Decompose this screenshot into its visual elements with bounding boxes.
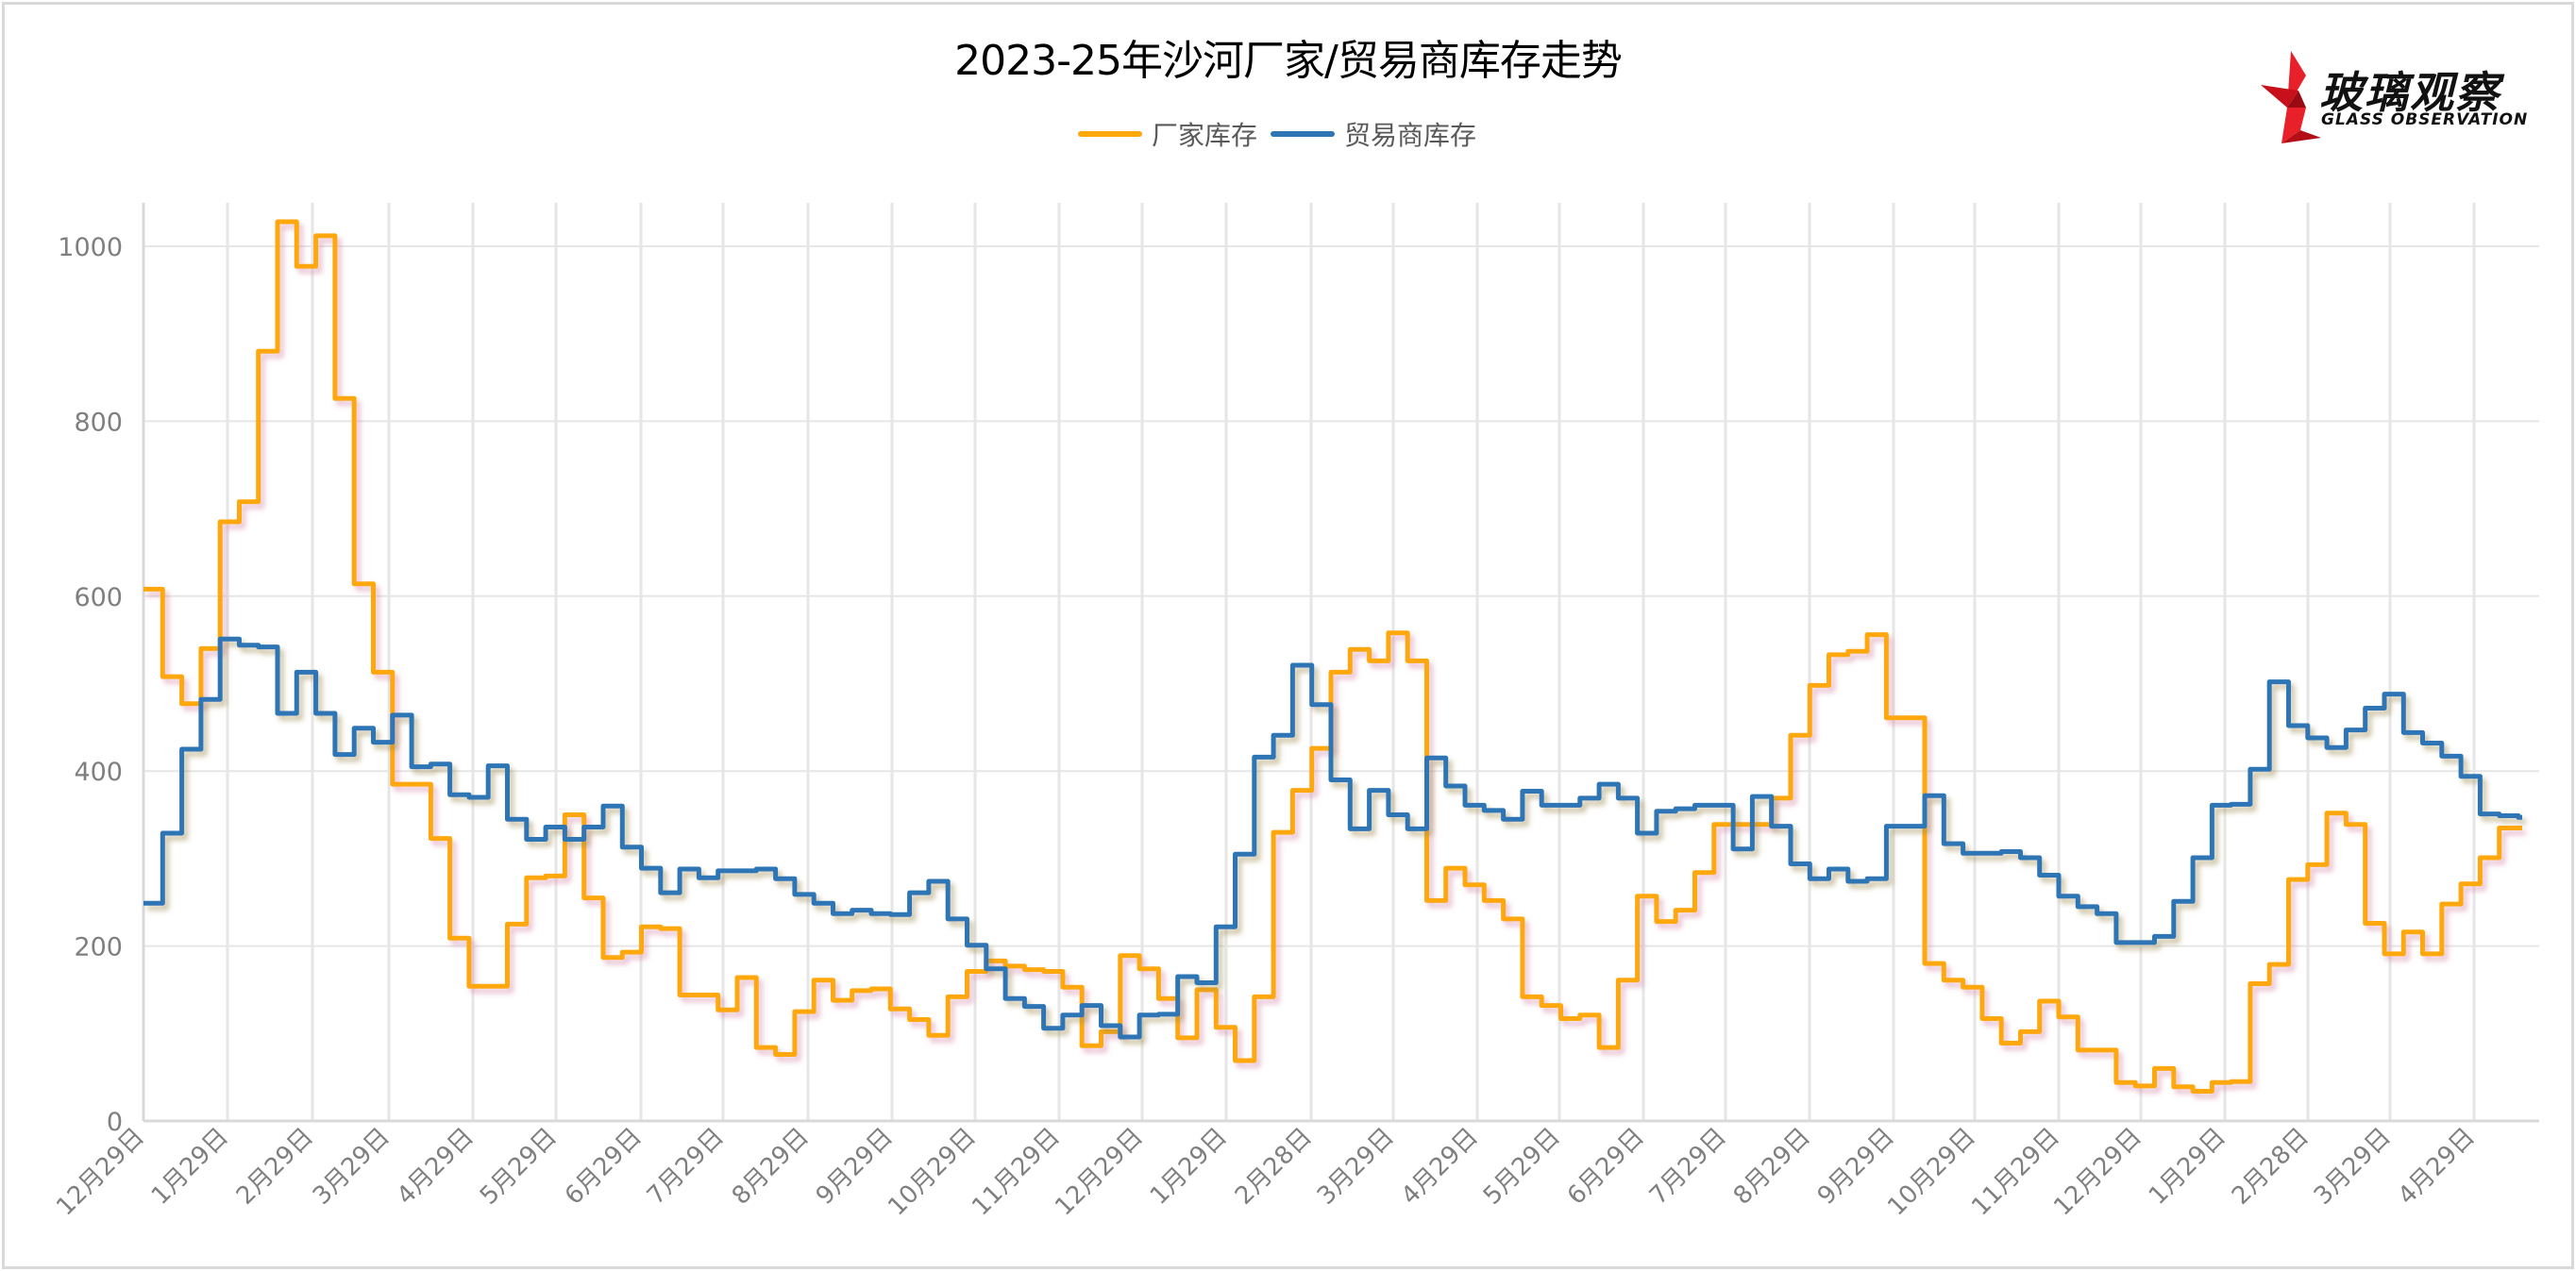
- x-tick-label: 3月29日: [1312, 1123, 1400, 1211]
- x-tick-label: 1月29日: [2144, 1123, 2231, 1211]
- x-tick-label: 11月29日: [1966, 1123, 2065, 1222]
- grid-lines: [143, 203, 2539, 1121]
- x-tick-label: 4月29日: [392, 1123, 480, 1211]
- x-tick-label: 9月29日: [811, 1123, 899, 1211]
- x-tick-label: 5月29日: [1478, 1123, 1566, 1211]
- x-tick-label: 2月28日: [2227, 1123, 2315, 1211]
- y-tick-label: 400: [74, 758, 123, 787]
- logo-text-en: GLASS OBSERVATION: [2321, 110, 2529, 129]
- y-tick-label: 600: [74, 583, 123, 612]
- y-tick-label: 0: [107, 1108, 123, 1137]
- y-tick-label: 1000: [58, 233, 123, 262]
- legend-swatch-blue: [1271, 131, 1336, 137]
- x-tick-label: 4月29日: [2393, 1123, 2481, 1211]
- series-trader-inventory-line[interactable]: [143, 636, 2522, 1040]
- x-tick-label: 7月29日: [642, 1123, 730, 1211]
- x-tick-label: 8月29日: [1728, 1123, 1816, 1211]
- legend: 厂家库存 贸易商库存: [1078, 117, 1482, 151]
- x-tick-label: 6月29日: [560, 1123, 648, 1211]
- x-tick-label: 10月29日: [1882, 1123, 1981, 1222]
- data-series: [143, 219, 2522, 1094]
- x-tick-label: 4月29日: [1396, 1123, 1484, 1211]
- x-tick-label: 3月29日: [308, 1123, 396, 1211]
- legend-item-trader-inventory[interactable]: 贸易商库存: [1271, 115, 1476, 153]
- star-logo-icon: [2261, 51, 2321, 143]
- x-tick-label: 12月29日: [51, 1123, 150, 1222]
- x-tick-label: 5月29日: [475, 1123, 563, 1211]
- legend-label: 厂家库存: [1152, 120, 1258, 151]
- x-tick-label: 1月29日: [1145, 1123, 1233, 1211]
- x-tick-label: 10月29日: [883, 1123, 982, 1222]
- series-factory-inventory-line[interactable]: [143, 219, 2522, 1094]
- x-tick-label: 3月29日: [2309, 1123, 2397, 1211]
- y-tick-label: 200: [74, 933, 123, 962]
- x-tick-label: 11月29日: [967, 1123, 1066, 1222]
- x-tick-label: 7月29日: [1644, 1123, 1732, 1211]
- legend-item-factory-inventory[interactable]: 厂家库存: [1078, 115, 1257, 153]
- x-tick-label: 1月29日: [146, 1123, 234, 1211]
- x-tick-label: 6月29日: [1562, 1123, 1650, 1211]
- x-tick-label: 12月29日: [2048, 1123, 2147, 1222]
- x-tick-label: 2月28日: [1230, 1123, 1318, 1211]
- legend-label: 贸易商库存: [1344, 120, 1477, 151]
- x-tick-label: 2月29日: [231, 1123, 319, 1211]
- legend-swatch-orange: [1078, 131, 1142, 137]
- y-tick-label: 800: [74, 408, 123, 437]
- chart-title: 2023-25年沙河厂家/贸易商库存走势: [954, 37, 1623, 85]
- x-tick-label: 12月29日: [1050, 1123, 1149, 1222]
- brand-logo: 玻璃观察 GLASS OBSERVATION: [2261, 49, 2534, 148]
- x-tick-label: 8月29日: [727, 1123, 815, 1211]
- logo-text-cn: 玻璃观察: [2319, 67, 2500, 118]
